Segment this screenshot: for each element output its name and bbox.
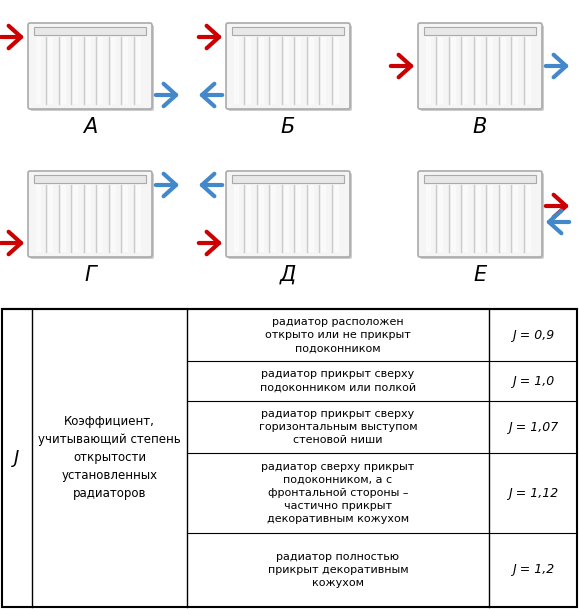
Bar [259,185,264,252]
Bar [2,309,577,607]
Text: В: В [473,117,487,137]
Text: Коэффициент,
учитывающий степень
открытости
установленных
радиаторов: Коэффициент, учитывающий степень открыто… [38,415,181,501]
FancyBboxPatch shape [226,23,350,109]
Bar [234,37,239,104]
Text: J = 1,07: J = 1,07 [508,420,558,434]
FancyBboxPatch shape [228,25,352,111]
Text: J = 1,2: J = 1,2 [512,563,554,577]
FancyBboxPatch shape [228,173,352,259]
Bar [488,37,493,104]
Bar [334,185,339,252]
FancyBboxPatch shape [28,23,152,109]
Bar [334,37,339,104]
Bar [74,37,78,104]
Bar [135,37,141,104]
Bar [296,185,301,252]
Bar [34,27,146,35]
Bar [424,27,536,35]
Bar [501,37,505,104]
Bar [111,37,116,104]
Text: радиатор сверху прикрыт
подоконником, а с
фронтальной стороны –
частично прикрыт: радиатор сверху прикрыт подоконником, а … [261,462,415,524]
FancyBboxPatch shape [30,173,154,259]
Bar [321,37,326,104]
Bar [296,37,301,104]
Text: J: J [14,449,20,467]
Bar [476,37,481,104]
Bar [61,185,66,252]
Bar [272,185,276,252]
Bar [309,37,314,104]
Bar [309,185,314,252]
Bar [86,37,91,104]
FancyBboxPatch shape [226,171,350,257]
Bar [247,185,251,252]
Bar [513,185,518,252]
Bar [526,37,530,104]
Bar [232,175,344,183]
Bar [426,185,431,252]
Bar [513,37,518,104]
Bar [2,309,577,607]
Text: А: А [83,117,97,137]
Text: J = 0,9: J = 0,9 [512,328,554,342]
FancyBboxPatch shape [418,171,542,257]
Bar [123,185,128,252]
Bar [247,37,251,104]
Text: J = 1,12: J = 1,12 [508,487,558,499]
Bar [36,185,41,252]
Text: Е: Е [474,265,486,285]
FancyBboxPatch shape [28,171,152,257]
Bar [424,175,536,183]
Bar [272,37,276,104]
Text: J = 1,0: J = 1,0 [512,375,554,387]
Bar [488,185,493,252]
Text: радиатор полностью
прикрыт декоративным
кожухом: радиатор полностью прикрыт декоративным … [267,552,408,588]
Bar [234,185,239,252]
Bar [451,37,456,104]
Text: радиатор прикрыт сверху
подоконником или полкой: радиатор прикрыт сверху подоконником или… [260,370,416,393]
Bar [476,185,481,252]
Bar [526,185,530,252]
Bar [86,185,91,252]
Bar [426,37,431,104]
Bar [451,185,456,252]
Bar [49,37,53,104]
Bar [232,27,344,35]
Bar [111,185,116,252]
Bar [135,185,141,252]
FancyBboxPatch shape [30,25,154,111]
Bar [463,185,468,252]
Bar [49,185,53,252]
Bar [61,37,66,104]
Bar [501,185,505,252]
Bar [438,185,444,252]
Text: Д: Д [280,265,296,285]
Bar [34,175,146,183]
FancyBboxPatch shape [418,23,542,109]
Text: Б: Б [281,117,295,137]
FancyBboxPatch shape [420,25,544,111]
Text: Г: Г [84,265,96,285]
Bar [321,185,326,252]
Bar [259,37,264,104]
Bar [98,37,103,104]
Text: радиатор прикрыт сверху
горизонтальным выступом
стеновой ниши: радиатор прикрыт сверху горизонтальным в… [259,409,417,445]
Text: радиатор расположен
открыто или не прикрыт
подоконником: радиатор расположен открыто или не прикр… [265,317,411,353]
Bar [284,185,289,252]
Bar [74,185,78,252]
Bar [284,37,289,104]
Bar [123,37,128,104]
Bar [36,37,41,104]
Bar [438,37,444,104]
Bar [463,37,468,104]
Bar [98,185,103,252]
FancyBboxPatch shape [420,173,544,259]
